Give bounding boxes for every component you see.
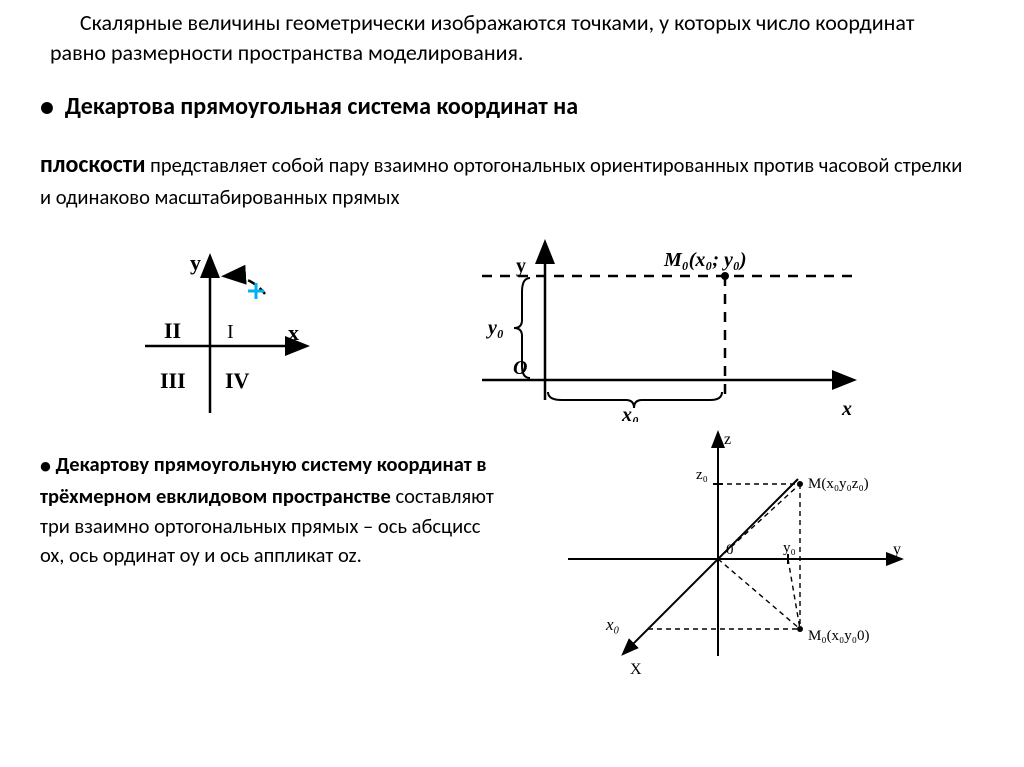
heading-line: • Декартова прямоугольная система коорди… xyxy=(40,88,940,126)
dash-py1 xyxy=(788,559,800,629)
q3-label: III xyxy=(160,368,186,393)
point-m xyxy=(797,481,803,487)
intro-text: Скалярные величины геометрически изображ… xyxy=(50,9,914,66)
m0-label: M₀(x₀y₀0) xyxy=(808,628,870,644)
diagram-2d-quadrants: y x I II III IV xyxy=(110,248,330,428)
x-label: x xyxy=(288,320,299,345)
q1-label: I xyxy=(227,321,234,343)
y-label: y xyxy=(893,541,901,558)
y-label: y xyxy=(190,250,201,275)
definition-2d: плоскости представляет собой пару взаимн… xyxy=(40,148,970,213)
diagram-3d: z y X 0 z₀ y₀ x₀ M(x₀y₀z₀) M₀(x₀y₀0) xyxy=(528,424,943,694)
x-label: X xyxy=(630,661,642,678)
z-label: z xyxy=(724,431,731,448)
y0-label: y₀ xyxy=(486,317,504,339)
q2-label: II xyxy=(164,318,181,343)
point-m0 xyxy=(721,272,729,280)
q4-label: IV xyxy=(225,368,250,393)
y0-label: y₀ xyxy=(783,540,796,556)
origin-label: O xyxy=(513,357,527,379)
bullet-1: • xyxy=(40,89,54,124)
def-2d-bold: плоскости xyxy=(40,150,146,179)
definition-3d: • Декартову прямоугольную систему коорди… xyxy=(40,450,500,571)
y-label: y xyxy=(516,255,526,277)
diagram-2d-point: y x O y₀ x₀ M₀(x₀; y₀) xyxy=(470,232,875,422)
x0-label: x₀ xyxy=(621,404,639,422)
bullet-2: • xyxy=(40,452,51,479)
m-label: M(x₀y₀z₀) xyxy=(808,476,869,492)
intro-paragraph: Скалярные величины геометрически изображ… xyxy=(50,8,950,67)
origin-label: 0 xyxy=(726,542,734,558)
x-label: x xyxy=(841,398,852,420)
plus-icon xyxy=(248,283,264,299)
dash-om0 xyxy=(718,559,800,629)
heading-text: Декартова прямоугольная система координа… xyxy=(65,92,578,121)
def-2d-rest: представляет собой пару взаимно ортогона… xyxy=(40,152,962,210)
x0-label: x₀ xyxy=(605,615,620,634)
z0-label: z₀ xyxy=(696,467,708,483)
point-m0 xyxy=(797,626,803,632)
m0-label: M₀(x₀; y₀) xyxy=(663,249,747,271)
